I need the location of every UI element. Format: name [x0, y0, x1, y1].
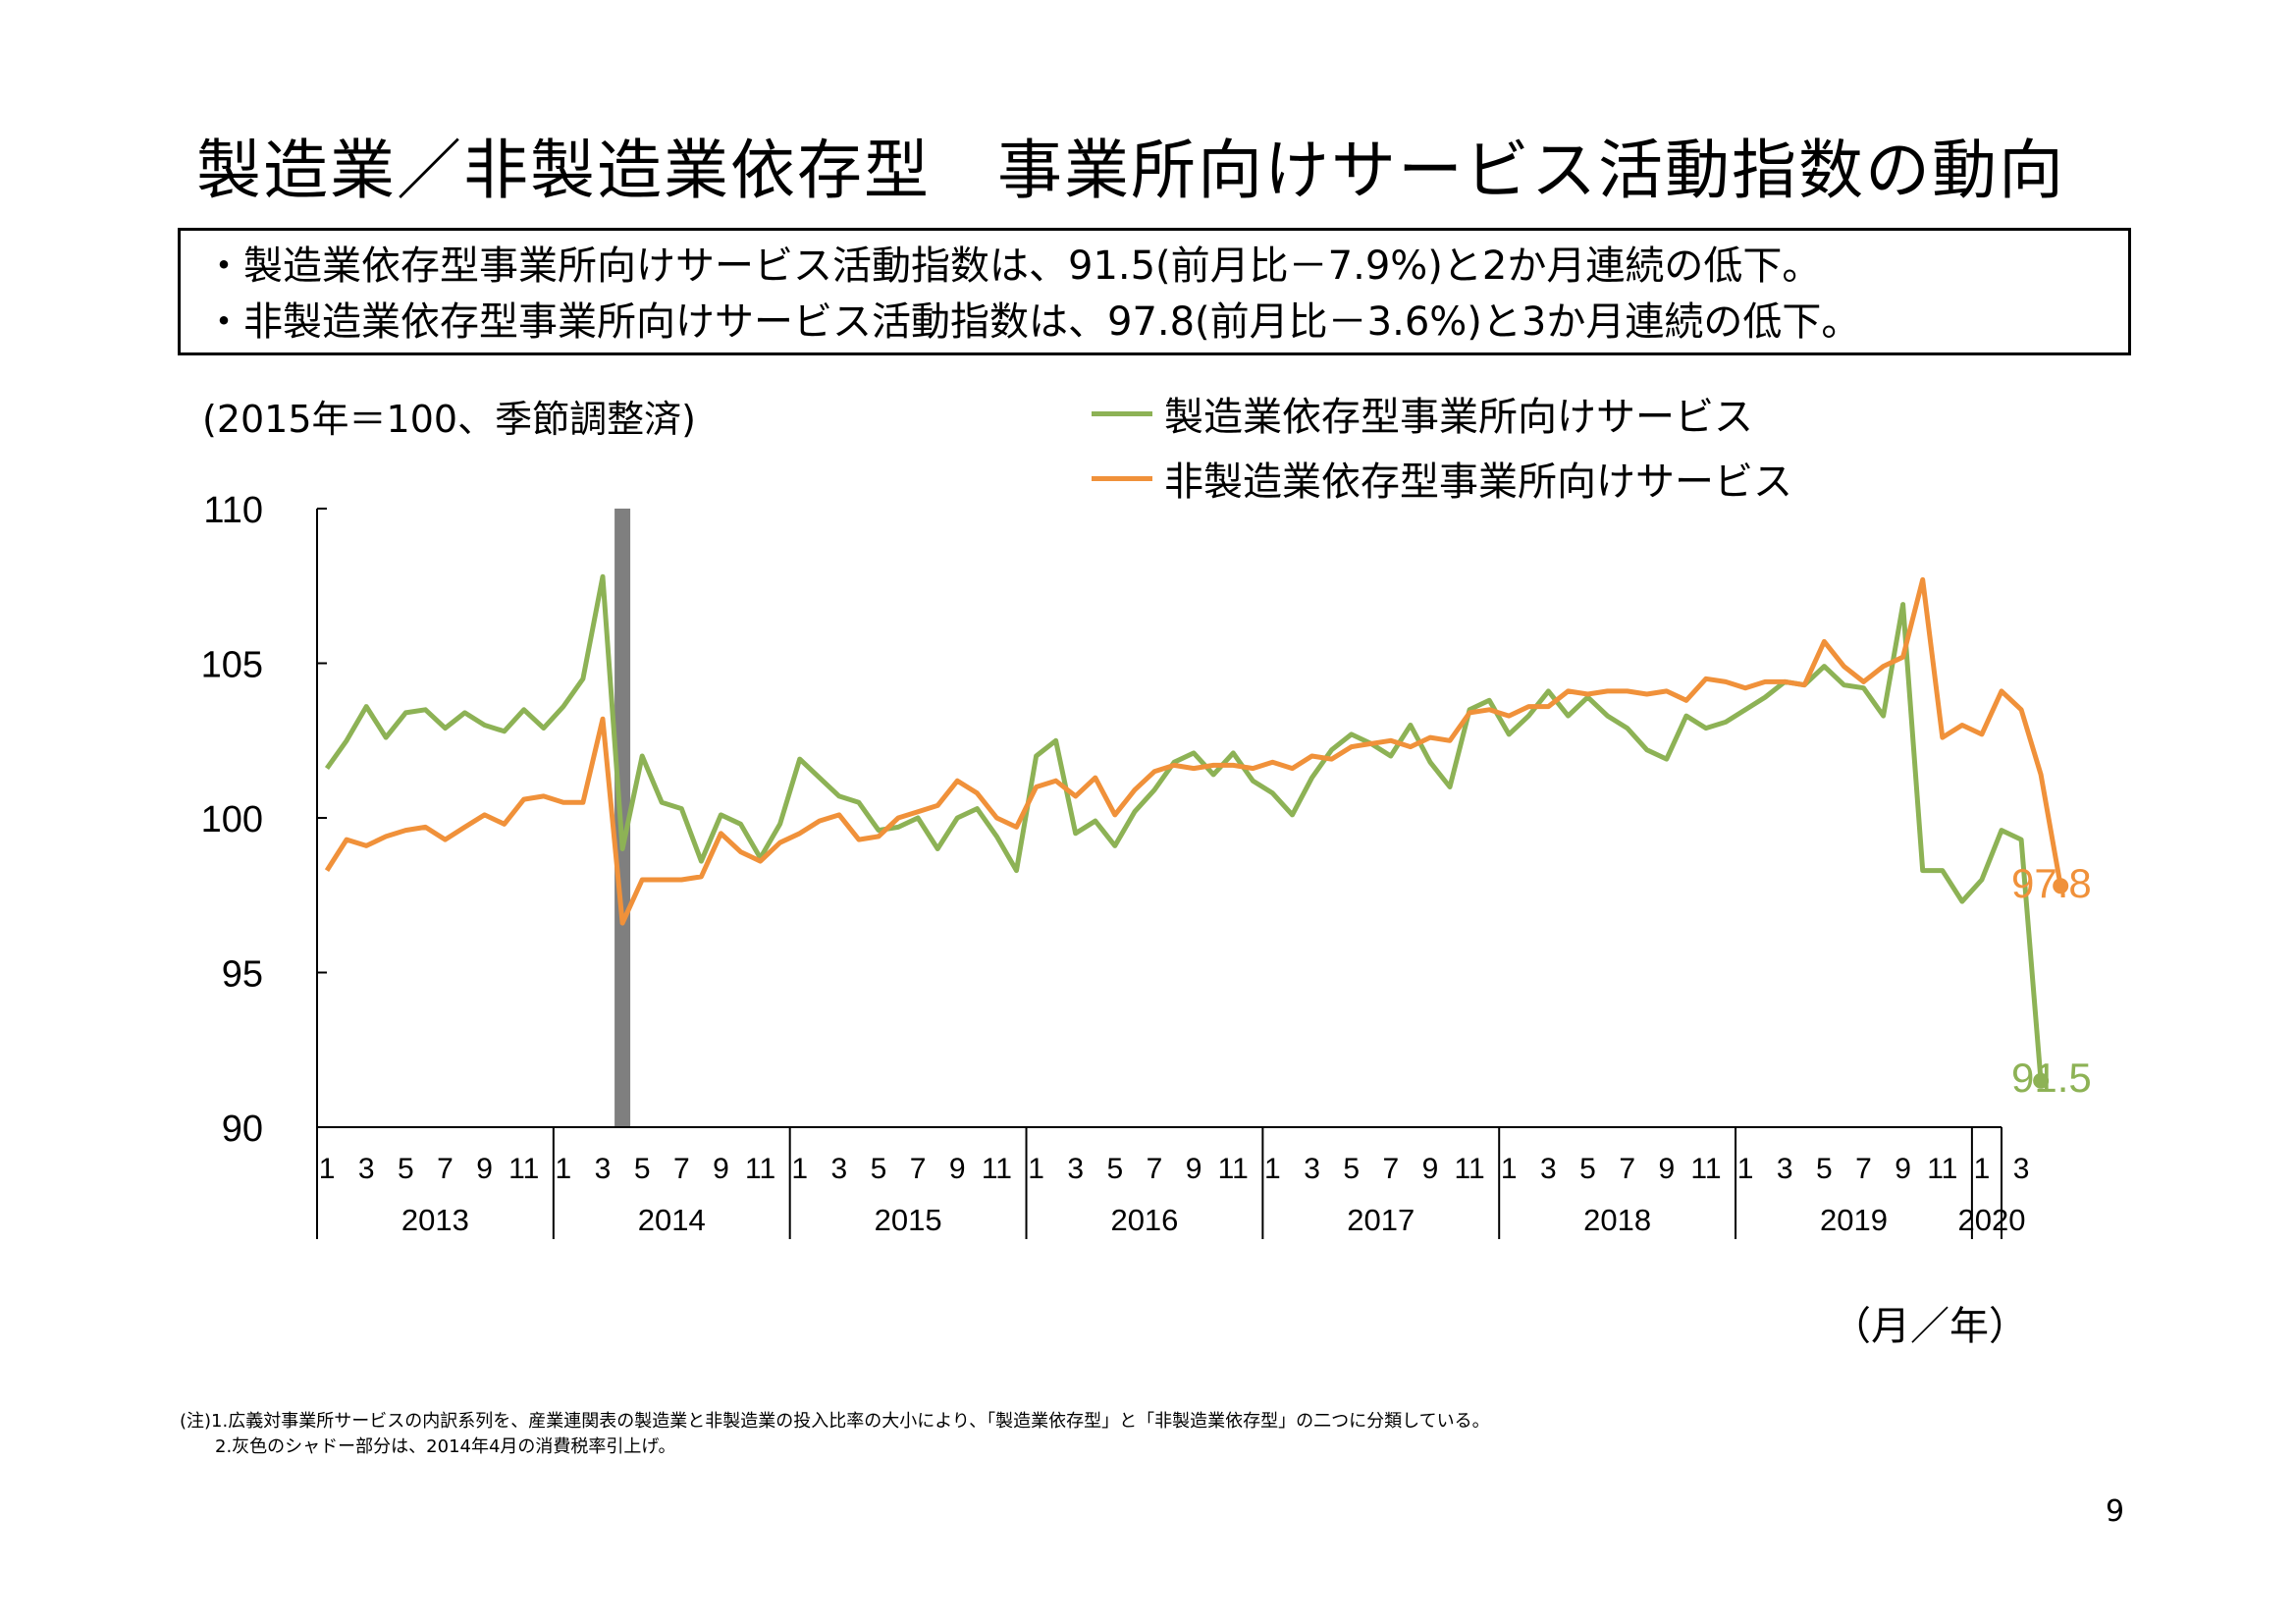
y-tick-label: 90: [222, 1109, 263, 1150]
x-month-label: 7: [673, 1153, 690, 1185]
x-month-label: 11: [982, 1153, 1012, 1185]
chart-legend: 製造業依存型事業所向けサービス 非製造業依存型事業所向けサービス: [1092, 381, 1792, 511]
end-label-non-manufacturing: 97.8: [2011, 860, 2092, 906]
x-month-label: 11: [1690, 1153, 1721, 1185]
x-month-label: 5: [1816, 1153, 1833, 1185]
x-month-label: 7: [1382, 1153, 1399, 1185]
x-month-label: 11: [1218, 1153, 1249, 1185]
x-year-label: 2020: [1957, 1203, 2025, 1237]
x-month-label: 7: [1855, 1153, 1872, 1185]
x-month-label: 1: [556, 1153, 572, 1185]
x-month-label: 7: [437, 1153, 454, 1185]
unit-note: (2015年＝100、季節調整済): [202, 398, 696, 441]
summary-line-manufacturing: ・製造業依存型事業所向けサービス活動指数は、91.5(前月比－7.9%)と2か月…: [204, 244, 1822, 289]
x-month-label: 5: [398, 1153, 414, 1185]
x-month-label: 9: [1658, 1153, 1675, 1185]
x-month-label: 1: [791, 1153, 808, 1185]
legend-item-manufacturing: 製造業依存型事業所向けサービス: [1092, 381, 1792, 446]
y-tick-label: 95: [222, 954, 263, 996]
legend-swatch-non-manufacturing: [1092, 475, 1152, 481]
x-month-label: 9: [1422, 1153, 1439, 1185]
legend-label-non-manufacturing: 非製造業依存型事業所向けサービス: [1164, 460, 1792, 505]
x-axis-unit: （月／年）: [1832, 1304, 2028, 1349]
x-month-label: 9: [1186, 1153, 1202, 1185]
x-month-label: 3: [831, 1153, 848, 1185]
x-month-label: 5: [1343, 1153, 1360, 1185]
summary-line-non-manufacturing: ・非製造業依存型事業所向けサービス活動指数は、97.8(前月比－3.6%)と3か…: [204, 299, 1861, 345]
x-month-label: 1: [1974, 1153, 1991, 1185]
x-month-label: 11: [508, 1153, 539, 1185]
page-number: 9: [2106, 1494, 2125, 1529]
x-month-label: 1: [1028, 1153, 1044, 1185]
footnote-1: (注)1.広義対事業所サービスの内訳系列を、産業連関表の製造業と非製造業の投入比…: [180, 1411, 1490, 1432]
x-month-label: 11: [1927, 1153, 1957, 1185]
legend-label-manufacturing: 製造業依存型事業所向けサービス: [1164, 395, 1753, 440]
x-year-label: 2016: [1110, 1203, 1178, 1237]
legend-item-non-manufacturing: 非製造業依存型事業所向けサービス: [1092, 446, 1792, 511]
x-year-label: 2019: [1820, 1203, 1888, 1237]
x-month-label: 11: [1455, 1153, 1485, 1185]
series-line-manufacturing: [324, 573, 2044, 1082]
end-marker-non-manufacturing: [2053, 878, 2069, 894]
x-month-label: 3: [595, 1153, 612, 1185]
page-title: 製造業／非製造業依存型 事業所向けサービス活動指数の動向: [196, 133, 2065, 208]
x-year-label: 2018: [1583, 1203, 1651, 1237]
x-month-label: 5: [871, 1153, 887, 1185]
footnotes: (注)1.広義対事業所サービスの内訳系列を、産業連関表の製造業と非製造業の投入比…: [180, 1409, 1490, 1460]
x-year-label: 2014: [638, 1203, 706, 1237]
legend-swatch-manufacturing: [1092, 410, 1152, 416]
x-month-label: 9: [713, 1153, 729, 1185]
x-month-label: 1: [319, 1153, 336, 1185]
x-month-label: 1: [1264, 1153, 1281, 1185]
x-month-label: 11: [745, 1153, 775, 1185]
x-month-label: 7: [1147, 1153, 1163, 1185]
x-month-label: 7: [1619, 1153, 1635, 1185]
x-month-label: 1: [1501, 1153, 1518, 1185]
x-year-label: 2017: [1347, 1203, 1415, 1237]
x-month-label: 5: [1579, 1153, 1596, 1185]
footnote-2: 2.灰色のシャドー部分は、2014年4月の消費税率引上げ。: [215, 1436, 676, 1457]
series-line-non-manufacturing: [324, 576, 2063, 926]
x-month-label: 3: [1777, 1153, 1793, 1185]
x-month-label: 3: [1540, 1153, 1557, 1185]
x-month-label: 5: [1106, 1153, 1123, 1185]
x-month-label: 3: [1067, 1153, 1084, 1185]
end-marker-manufacturing: [2033, 1072, 2050, 1089]
end-label-manufacturing: 91.5: [2011, 1055, 2092, 1101]
summary-box: ・製造業依存型事業所向けサービス活動指数は、91.5(前月比－7.9%)と2か月…: [178, 228, 2131, 355]
x-month-label: 9: [949, 1153, 966, 1185]
x-month-label: 1: [1737, 1153, 1754, 1185]
x-month-label: 7: [910, 1153, 927, 1185]
x-month-label: 3: [2013, 1153, 2030, 1185]
y-tick-label: 100: [201, 799, 263, 840]
x-month-label: 9: [1895, 1153, 1911, 1185]
x-month-label: 3: [358, 1153, 375, 1185]
x-month-label: 3: [1304, 1153, 1320, 1185]
x-year-label: 2013: [401, 1203, 469, 1237]
x-year-label: 2015: [875, 1203, 942, 1237]
x-month-label: 9: [476, 1153, 493, 1185]
y-tick-label: 105: [201, 645, 263, 686]
x-month-label: 5: [634, 1153, 651, 1185]
y-tick-label: 110: [203, 490, 263, 531]
